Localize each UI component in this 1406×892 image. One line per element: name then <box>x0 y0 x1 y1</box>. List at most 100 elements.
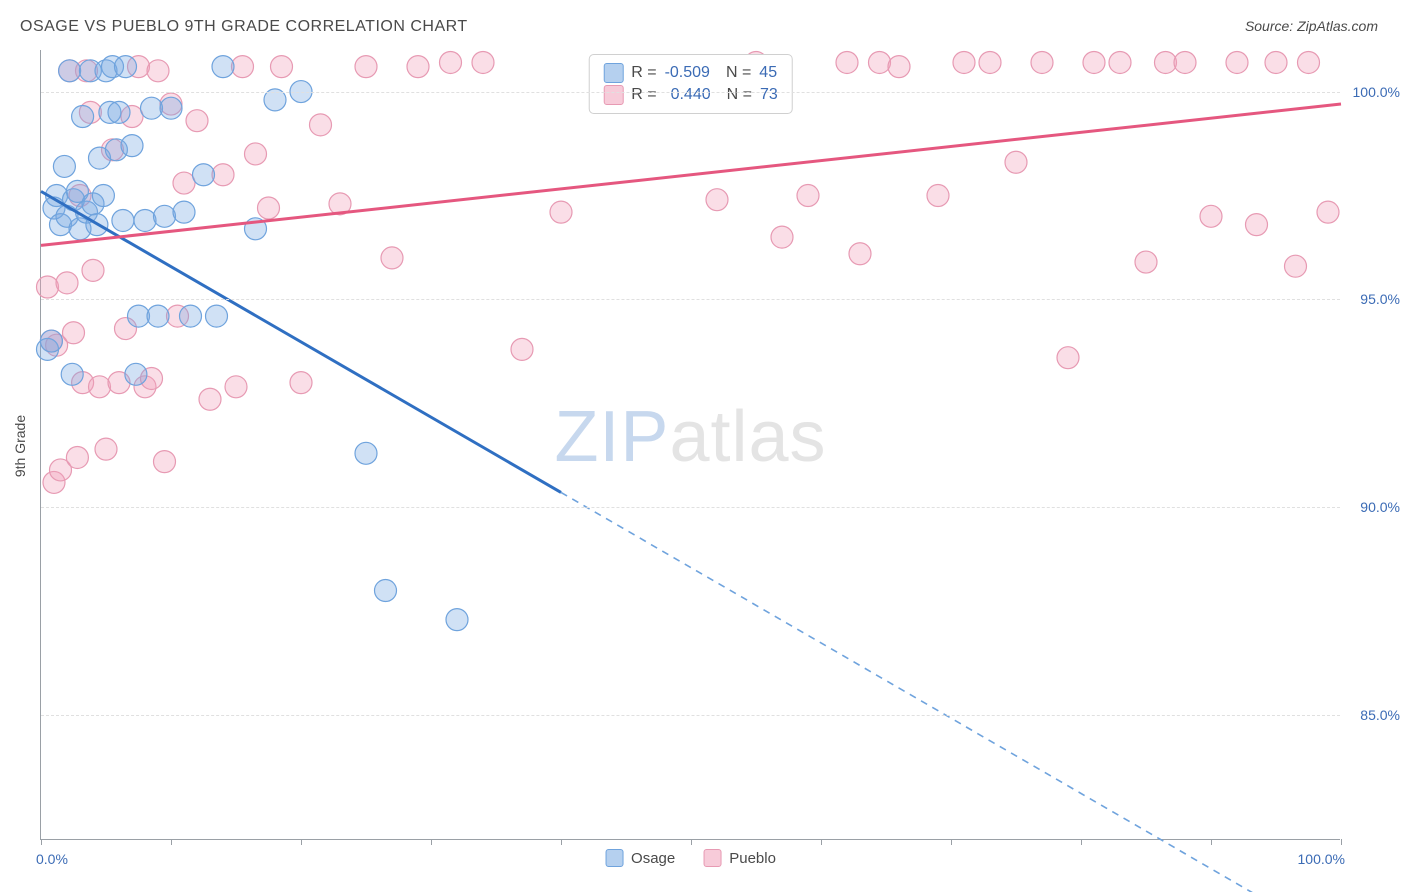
scatter-point <box>186 110 208 132</box>
x-tick <box>821 839 822 845</box>
scatter-point <box>147 60 169 82</box>
y-axis-label: 9th Grade <box>12 415 28 477</box>
scatter-point <box>212 164 234 186</box>
legend-row-pueblo: R = 0.440 N = 73 <box>603 85 778 105</box>
scatter-point <box>1005 151 1027 173</box>
scatter-point <box>550 201 572 223</box>
scatter-point <box>173 172 195 194</box>
trend-line-pueblo <box>41 104 1341 245</box>
scatter-point <box>440 51 462 73</box>
scatter-point <box>1135 251 1157 273</box>
scatter-point <box>1285 255 1307 277</box>
scatter-point <box>66 446 88 468</box>
x-tick <box>1081 839 1082 845</box>
scatter-point <box>193 164 215 186</box>
chart-title: OSAGE VS PUEBLO 9TH GRADE CORRELATION CH… <box>20 18 468 36</box>
legend-swatch-pueblo-bottom <box>703 849 721 867</box>
gridline-h <box>41 92 1340 93</box>
x-tick <box>951 839 952 845</box>
scatter-point <box>154 451 176 473</box>
plot-area: ZIPatlas R = -0.509 N = 45 R = 0.440 N =… <box>40 50 1340 840</box>
x-tick <box>561 839 562 845</box>
legend-swatch-osage-bottom <box>605 849 623 867</box>
source-attribution: Source: ZipAtlas.com <box>1245 18 1378 34</box>
legend-osage-n: 45 <box>759 64 777 82</box>
x-tick <box>41 839 42 845</box>
legend-item-pueblo: Pueblo <box>703 849 776 867</box>
scatter-point <box>154 205 176 227</box>
legend-label-osage: Osage <box>631 850 675 867</box>
legend-pueblo-r: 0.440 <box>671 86 711 104</box>
scatter-point <box>173 201 195 223</box>
scatter-point <box>446 609 468 631</box>
scatter-point <box>147 305 169 327</box>
legend-item-osage: Osage <box>605 849 675 867</box>
scatter-point <box>1265 51 1287 73</box>
scatter-point <box>112 209 134 231</box>
scatter-point <box>40 330 62 352</box>
legend-pueblo-n: 73 <box>760 86 778 104</box>
scatter-point <box>1083 51 1105 73</box>
scatter-point <box>128 305 150 327</box>
scatter-point <box>206 305 228 327</box>
scatter-point <box>375 580 397 602</box>
legend-n-label2: N = <box>727 86 752 104</box>
legend-n-label: N = <box>726 64 751 82</box>
scatter-point <box>849 243 871 265</box>
scatter-point <box>1155 51 1177 73</box>
legend-swatch-pueblo <box>603 85 623 105</box>
chart-svg <box>41 50 1340 839</box>
scatter-point <box>869 51 891 73</box>
scatter-point <box>1298 51 1320 73</box>
scatter-point <box>310 114 332 136</box>
scatter-point <box>1246 214 1268 236</box>
scatter-point <box>771 226 793 248</box>
scatter-point <box>61 363 83 385</box>
scatter-point <box>199 388 221 410</box>
scatter-point <box>1031 51 1053 73</box>
x-tick-max: 100.0% <box>1298 851 1345 867</box>
scatter-point <box>271 56 293 78</box>
scatter-point <box>225 376 247 398</box>
x-tick <box>171 839 172 845</box>
scatter-point <box>381 247 403 269</box>
scatter-point <box>108 101 130 123</box>
scatter-point <box>245 143 267 165</box>
scatter-point <box>134 209 156 231</box>
scatter-point <box>836 51 858 73</box>
scatter-point <box>232 56 254 78</box>
y-tick-label: 85.0% <box>1360 707 1400 723</box>
y-tick-label: 90.0% <box>1360 499 1400 515</box>
scatter-point <box>797 185 819 207</box>
scatter-point <box>706 189 728 211</box>
x-tick <box>1211 839 1212 845</box>
x-tick <box>1341 839 1342 845</box>
scatter-point <box>953 51 975 73</box>
correlation-legend: R = -0.509 N = 45 R = 0.440 N = 73 <box>588 54 793 114</box>
scatter-point <box>95 438 117 460</box>
scatter-point <box>115 56 137 78</box>
scatter-point <box>1317 201 1339 223</box>
scatter-point <box>160 97 182 119</box>
scatter-point <box>1057 347 1079 369</box>
scatter-point <box>472 51 494 73</box>
x-tick-min: 0.0% <box>36 851 68 867</box>
scatter-point <box>927 185 949 207</box>
scatter-point <box>290 372 312 394</box>
scatter-point <box>212 56 234 78</box>
gridline-h <box>41 299 1340 300</box>
scatter-point <box>53 155 75 177</box>
scatter-point <box>407 56 429 78</box>
gridline-h <box>41 715 1340 716</box>
x-tick <box>301 839 302 845</box>
legend-row-osage: R = -0.509 N = 45 <box>603 63 778 83</box>
gridline-h <box>41 507 1340 508</box>
scatter-point <box>125 363 147 385</box>
legend-swatch-osage <box>603 63 623 83</box>
scatter-point <box>180 305 202 327</box>
scatter-point <box>355 56 377 78</box>
scatter-point <box>141 97 163 119</box>
series-legend: Osage Pueblo <box>605 849 776 867</box>
y-tick-label: 95.0% <box>1360 291 1400 307</box>
scatter-point <box>63 322 85 344</box>
